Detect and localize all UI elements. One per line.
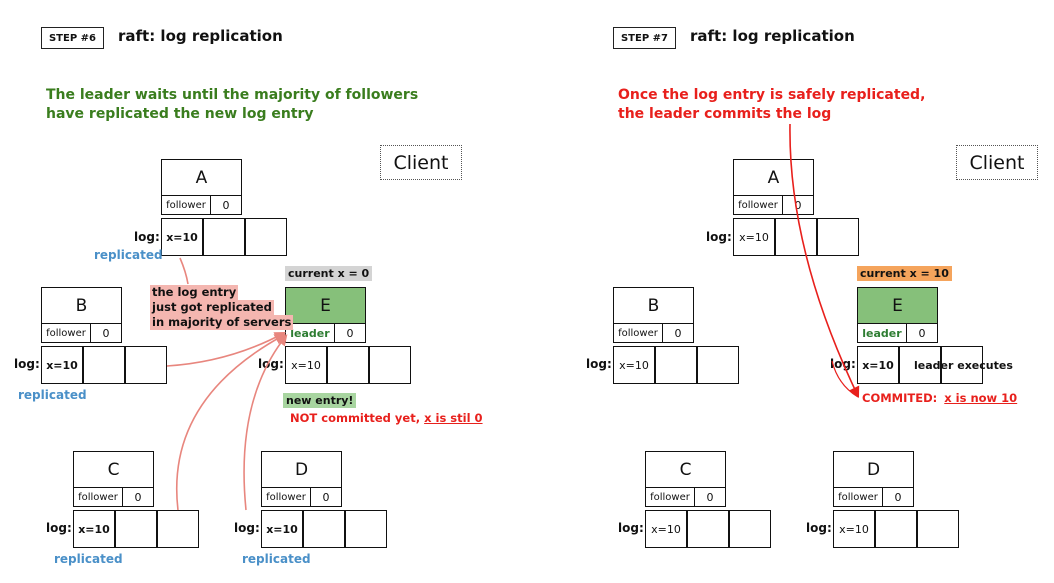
node-role: follower: [645, 487, 695, 507]
log-cell: x=10: [733, 218, 775, 256]
node-role: follower: [73, 487, 123, 507]
note-line1: the log entry: [150, 285, 239, 300]
replicated-label: replicated: [54, 552, 123, 566]
node-name: E: [857, 287, 938, 324]
step7-badge: STEP #7: [613, 27, 676, 49]
x-now-text: x is now 10: [944, 391, 1018, 405]
node-name: C: [73, 451, 154, 488]
node-role: follower: [733, 195, 783, 215]
log-label: log:: [618, 521, 644, 535]
log-cell-empty: [345, 510, 387, 548]
node-term: 0: [882, 487, 914, 507]
step6-badge: STEP #6: [41, 27, 104, 49]
log-cell: x=10: [73, 510, 115, 548]
step7-client-box: Client: [956, 145, 1038, 180]
log-label: log:: [14, 357, 40, 371]
step7-headline-line1: Once the log entry is safely replicated,: [618, 87, 926, 103]
x-still-text: x is stil 0: [424, 411, 483, 425]
node-term: 0: [334, 323, 366, 343]
node-term: 0: [694, 487, 726, 507]
log-cell: x=10: [833, 510, 875, 548]
node-term: 0: [662, 323, 694, 343]
node-name: A: [161, 159, 242, 196]
log-cell-empty: [775, 218, 817, 256]
log-cell-empty: [327, 346, 369, 384]
node-name: B: [613, 287, 694, 324]
node-name: D: [261, 451, 342, 488]
node-name: B: [41, 287, 122, 324]
log-cell: x=10: [261, 510, 303, 548]
log-cell: x=10: [613, 346, 655, 384]
log-cell-empty: [941, 346, 983, 384]
log-cell: x=10: [285, 346, 327, 384]
log-cell-empty: [875, 510, 917, 548]
log-cell-empty: [157, 510, 199, 548]
step6-headline-line1: The leader waits until the majority of f…: [46, 87, 419, 103]
log-cell: x=10: [857, 346, 899, 384]
current-x-tag: current x = 0: [285, 266, 373, 281]
step7-title: raft: log replication: [690, 27, 855, 45]
step7-headline-line2: the leader commits the log: [618, 106, 832, 122]
node-term: 0: [310, 487, 342, 507]
node-role: follower: [833, 487, 883, 507]
log-cell-empty: [729, 510, 771, 548]
node-name: A: [733, 159, 814, 196]
log-cell: x=10: [41, 346, 83, 384]
log-cell-empty: [687, 510, 729, 548]
step6-title: raft: log replication: [118, 27, 283, 45]
log-cell-empty: [655, 346, 697, 384]
log-label: log:: [806, 521, 832, 535]
node-role: follower: [261, 487, 311, 507]
log-cell-empty: [369, 346, 411, 384]
replicated-label: replicated: [242, 552, 311, 566]
log-label: log:: [830, 357, 856, 371]
log-cell-empty: [245, 218, 287, 256]
log-label: log:: [134, 230, 160, 244]
log-cell-empty: [115, 510, 157, 548]
note-line2: just got replicated: [150, 300, 274, 315]
log-label: log:: [706, 230, 732, 244]
new-entry-tag: new entry!: [283, 393, 357, 408]
log-cell-empty: [125, 346, 167, 384]
not-committed-text: NOT committed yet,: [290, 411, 421, 425]
committed-text: COMMITED:: [862, 391, 938, 405]
node-name: E: [285, 287, 366, 324]
log-cell-empty: [203, 218, 245, 256]
node-role: leader: [857, 323, 907, 343]
log-cell-empty: [83, 346, 125, 384]
log-label: log:: [234, 521, 260, 535]
node-term: 0: [90, 323, 122, 343]
log-cell: x=10: [645, 510, 687, 548]
step6-headline-line2: have replicated the new log entry: [46, 106, 314, 122]
node-term: 0: [210, 195, 242, 215]
log-cell-empty: [303, 510, 345, 548]
node-name: C: [645, 451, 726, 488]
log-cell-empty: [817, 218, 859, 256]
committed-note: COMMITED: x is now 10: [862, 391, 1017, 406]
log-cell-executing: leader executes: [899, 346, 1013, 384]
log-label: log:: [586, 357, 612, 371]
step6-client-box: Client: [380, 145, 462, 180]
node-role: follower: [613, 323, 663, 343]
node-name: D: [833, 451, 914, 488]
replicated-label: replicated: [18, 388, 87, 402]
node-role: follower: [161, 195, 211, 215]
replicated-label: replicated: [94, 248, 163, 262]
node-term: 0: [782, 195, 814, 215]
arrow-a-to-note: [179, 257, 189, 285]
log-cell-empty: [917, 510, 959, 548]
log-cell: x=10: [161, 218, 203, 256]
not-committed-note: NOT committed yet, x is stil 0: [290, 411, 483, 426]
log-cell-empty: [697, 346, 739, 384]
current-x-tag: current x = 10: [857, 266, 952, 281]
log-label: log:: [258, 357, 284, 371]
node-term: 0: [906, 323, 938, 343]
node-role: follower: [41, 323, 91, 343]
note-line3: in majority of servers: [150, 315, 294, 330]
log-label: log:: [46, 521, 72, 535]
node-term: 0: [122, 487, 154, 507]
